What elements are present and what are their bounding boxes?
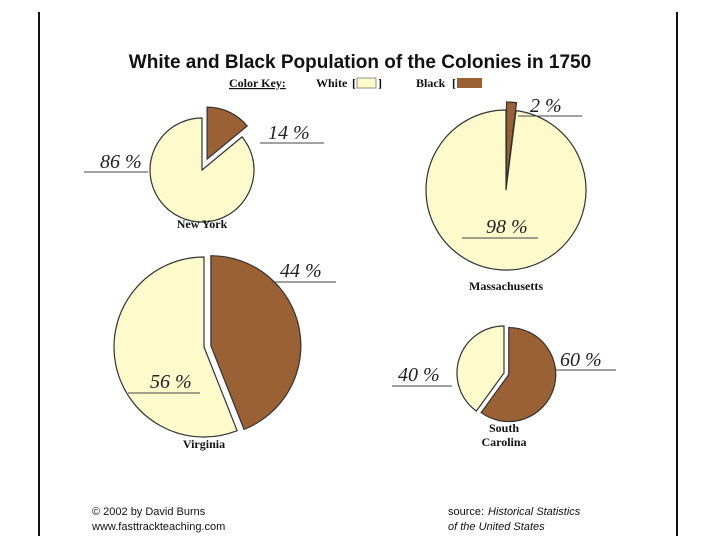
massachusetts-black-slice	[505, 101, 518, 183]
south-carolina-name-line-2: Carolina	[481, 435, 526, 449]
new-york-black-label: 14 %	[268, 122, 310, 144]
south-carolina-white-label: 40 %	[398, 364, 440, 386]
virginia-white-label: 56 %	[150, 371, 192, 393]
new-york-white-label: 86 %	[100, 151, 142, 173]
massachusetts-white-label: 98 %	[486, 216, 528, 238]
pies-group: 86 % 14 % New York 98 % 2 % Massachusetts 56 %…	[84, 95, 616, 451]
south-carolina-name-line-1: South	[489, 421, 519, 435]
legend-white-swatch	[356, 77, 377, 89]
massachusetts-white-slice	[425, 109, 587, 271]
south-carolina-black-label: 60 %	[560, 349, 602, 371]
south-carolina-white-slice	[456, 325, 505, 412]
new-york-white-slice	[149, 117, 255, 223]
virginia-black-slice	[210, 255, 302, 431]
legend: Color Key: White [ ] Black [	[229, 76, 482, 90]
legend-label: Color Key:	[229, 76, 286, 90]
legend-black-bracket-left: [	[452, 76, 456, 90]
massachusetts-black-label: 2 %	[530, 95, 562, 117]
legend-black-label: Black	[416, 76, 446, 90]
legend-white-bracket-right: ]	[378, 76, 382, 90]
pie-charts: White and Black Population of the Coloni…	[84, 52, 616, 533]
legend-white-bracket-left: [	[352, 76, 356, 90]
chart-title: White and Black Population of the Coloni…	[129, 52, 591, 73]
legend-black-swatch	[457, 78, 482, 88]
south-carolina-black-slice	[480, 326, 557, 423]
new-york-black-slice	[206, 106, 249, 161]
footer-source-title-1: Historical Statistics	[488, 506, 581, 518]
legend-white-label: White	[316, 76, 348, 90]
new-york-name: New York	[177, 217, 228, 231]
virginia-black-label: 44 %	[280, 260, 322, 282]
footer: © 2002 by David Burns www.fasttrackteach…	[91, 506, 581, 533]
virginia-name: Virginia	[183, 437, 225, 451]
footer-website: www.fasttrackteaching.com	[91, 521, 225, 533]
footer-source-prefix: source:	[448, 506, 484, 518]
footer-source-title-2: of the United States	[448, 521, 545, 533]
chart-frame: White and Black Population of the Coloni…	[38, 12, 678, 536]
virginia-white-slice	[113, 256, 238, 438]
massachusetts-name: Massachusetts	[469, 279, 543, 293]
footer-copyright: © 2002 by David Burns	[92, 506, 206, 518]
